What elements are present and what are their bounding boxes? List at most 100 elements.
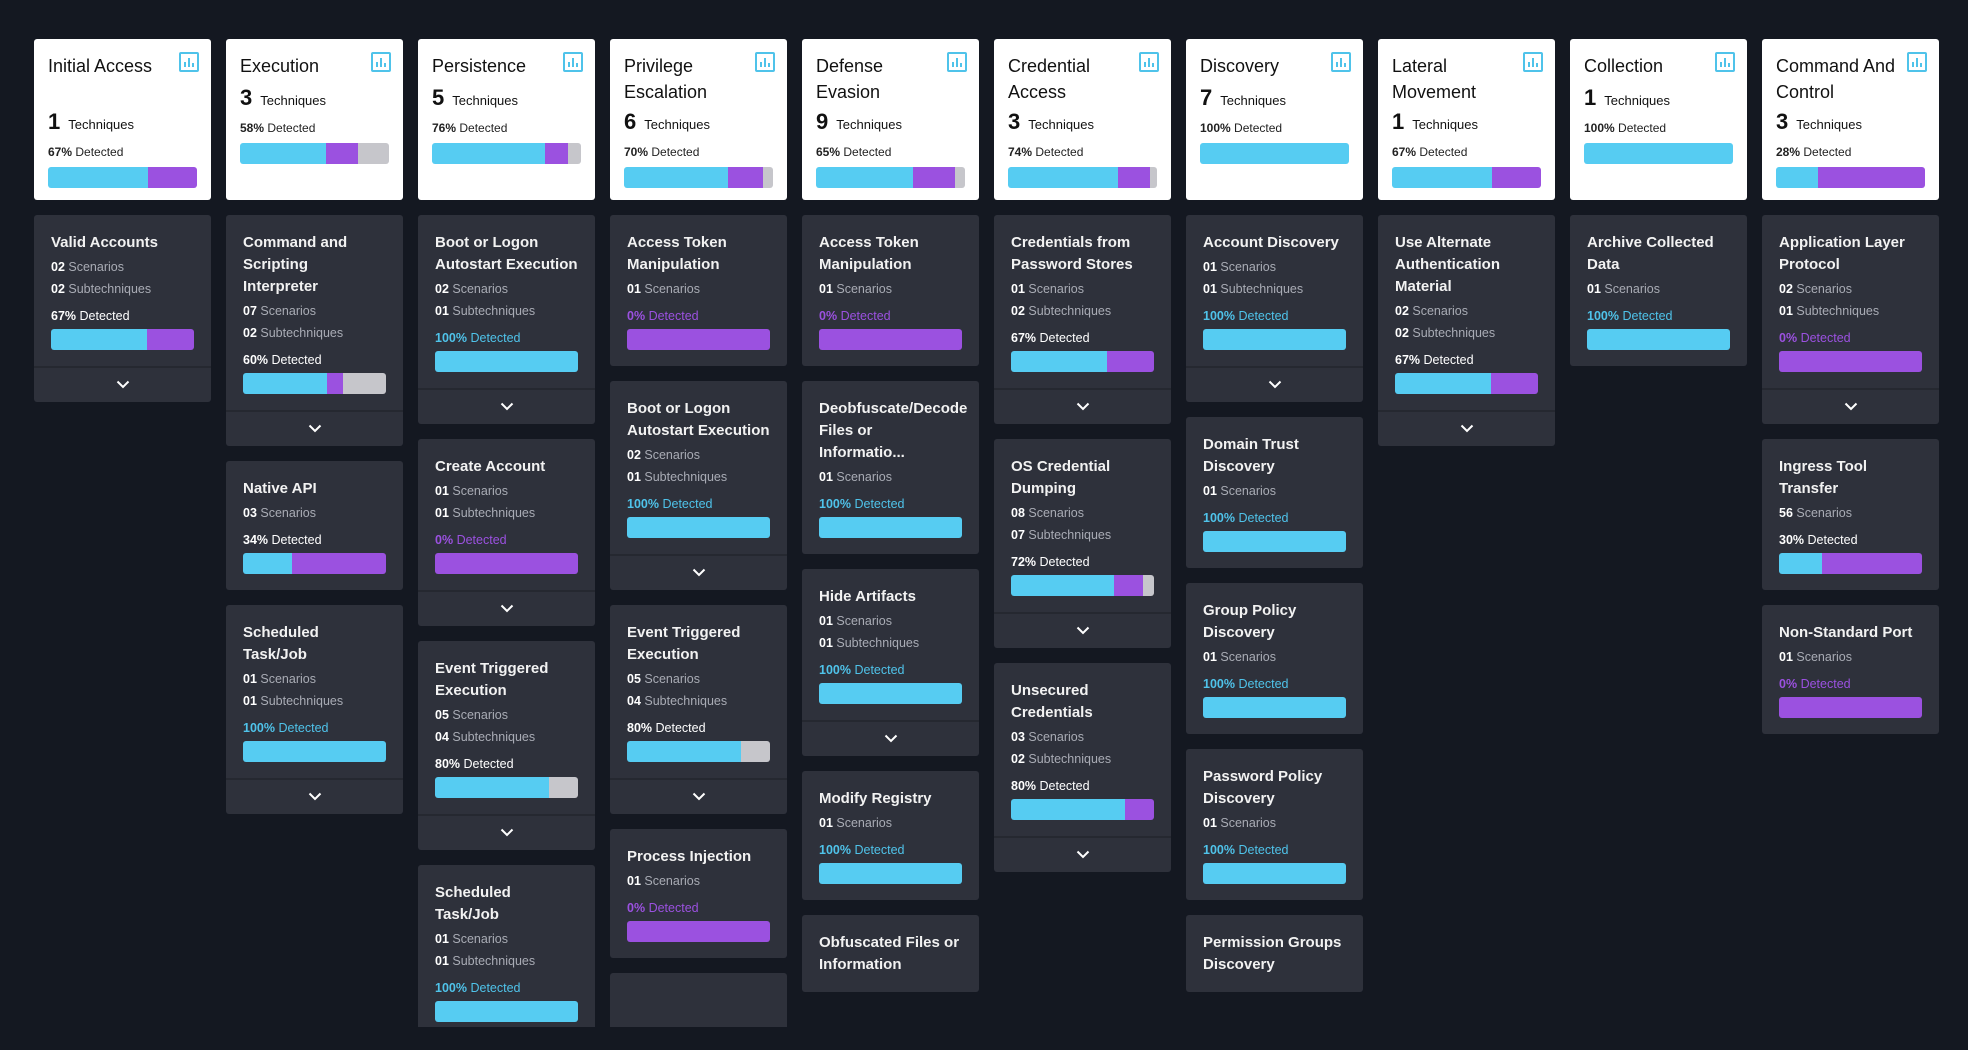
detected-summary: 67% Detected <box>1392 145 1541 159</box>
scenarios-label: Scenarios <box>452 932 508 946</box>
technique-card[interactable]: Access Token Manipulation 01 Scenarios 0% … <box>802 215 979 366</box>
technique-card[interactable]: Modify Registry 01 Scenarios 100% Detected <box>802 771 979 900</box>
technique-card[interactable]: Application Layer Protocol 02 Scenarios 01… <box>1762 215 1939 424</box>
scenarios-label: Scenarios <box>836 816 892 830</box>
technique-body: Group Policy Discovery 01 Scenarios 100% D… <box>1186 583 1363 734</box>
technique-card[interactable]: Scheduled Task/Job 01 Scenarios 01 Subtech… <box>418 865 595 1027</box>
expand-button[interactable] <box>1762 388 1939 424</box>
technique-card[interactable]: Permission Groups Discovery <box>1186 915 1363 992</box>
unknown-segment <box>1142 575 1154 596</box>
bar-chart-icon[interactable] <box>947 52 967 72</box>
bar-chart-icon[interactable] <box>1331 52 1351 72</box>
technique-name: Credentials from Password Stores <box>1011 234 1133 273</box>
technique-card[interactable]: Hide Artifacts 01 Scenarios 01 Subtechniqu… <box>802 569 979 756</box>
technique-body: Access Token Manipulation 01 Scenarios 0% … <box>802 215 979 366</box>
tactic-title: Persistence <box>432 56 527 76</box>
expand-button[interactable] <box>994 388 1171 424</box>
bar-chart-icon[interactable] <box>1139 52 1159 72</box>
detection-bar <box>627 517 770 538</box>
expand-button[interactable] <box>418 814 595 850</box>
expand-button[interactable] <box>994 836 1171 872</box>
technique-card[interactable]: Event Triggered Execution 05 Scenarios 04 … <box>610 605 787 814</box>
count-label: Techniques <box>836 117 903 132</box>
detection-bar <box>1392 167 1541 188</box>
technique-card[interactable]: Use Alternate Authentication Material 02 … <box>1378 215 1555 446</box>
technique-name: Hide Artifacts <box>819 588 916 605</box>
detected-percent: 100% <box>1203 511 1235 525</box>
technique-card[interactable]: Deobfuscate/Decode Files or Informatio..… <box>802 381 979 554</box>
detected-percent: 100% <box>1203 309 1235 323</box>
subtechniques-value: 01 <box>243 694 257 708</box>
expand-button[interactable] <box>994 612 1171 648</box>
expand-button[interactable] <box>610 778 787 814</box>
bar-chart-icon[interactable] <box>371 52 391 72</box>
detected-summary: 34% Detected <box>243 533 386 547</box>
scenarios-value: 01 <box>243 672 257 686</box>
technique-card[interactable]: Boot or Logon Autostart Execution 02 Scen… <box>610 381 787 590</box>
technique-card[interactable]: Group Policy Discovery 01 Scenarios 100% D… <box>1186 583 1363 734</box>
technique-body: Access Token Manipulation 01 Scenarios 0% … <box>610 215 787 366</box>
technique-card[interactable]: Ingress Tool Transfer 56 Scenarios 30% Det… <box>1762 439 1939 590</box>
scenarios-count: 01 Scenarios <box>819 466 962 488</box>
expand-button[interactable] <box>418 388 595 424</box>
technique-card[interactable]: Obfuscated Files or Information <box>802 915 979 992</box>
technique-name: Event Triggered Execution <box>627 624 741 663</box>
bar-chart-icon[interactable] <box>179 52 199 72</box>
technique-card[interactable]: Native API 03 Scenarios 34% Detected <box>226 461 403 590</box>
detected-label: Detected <box>648 901 699 915</box>
detection-bar <box>243 741 386 762</box>
expand-button[interactable] <box>226 778 403 814</box>
technique-card[interactable] <box>610 973 787 1027</box>
scenarios-label: Scenarios <box>260 672 316 686</box>
technique-body: Command and Scripting Interpreter 07 Scen… <box>226 215 403 410</box>
scenarios-value: 01 <box>819 614 833 628</box>
expand-button[interactable] <box>802 720 979 756</box>
technique-card[interactable]: Command and Scripting Interpreter 07 Scen… <box>226 215 403 446</box>
technique-card[interactable]: Password Policy Discovery 01 Scenarios 100… <box>1186 749 1363 900</box>
count-value: 7 <box>1200 85 1213 110</box>
tactic-title: Initial Access <box>48 56 153 76</box>
technique-card[interactable]: Archive Collected Data 01 Scenarios 100% D… <box>1570 215 1747 366</box>
scenarios-count: 01 Scenarios <box>627 870 770 892</box>
detection-bar <box>1200 143 1349 164</box>
technique-card[interactable]: Account Discovery 01 Scenarios 01 Subtechn… <box>1186 215 1363 402</box>
expand-button[interactable] <box>226 410 403 446</box>
technique-card[interactable]: Credentials from Password Stores 01 Scena… <box>994 215 1171 424</box>
detected-label: Detected <box>75 145 124 159</box>
technique-card[interactable]: Valid Accounts 02 Scenarios 02 Subtechniqu… <box>34 215 211 402</box>
scenarios-count: 03 Scenarios <box>243 502 386 524</box>
scenarios-value: 02 <box>435 282 449 296</box>
technique-card[interactable]: Scheduled Task/Job 01 Scenarios 01 Subtech… <box>226 605 403 814</box>
count-value: 5 <box>432 85 445 110</box>
expand-button[interactable] <box>1186 366 1363 402</box>
bar-chart-icon[interactable] <box>755 52 775 72</box>
technique-name: Ingress Tool Transfer <box>1779 458 1868 497</box>
technique-body: Scheduled Task/Job 01 Scenarios 01 Subtech… <box>418 865 595 1027</box>
scenarios-label: Scenarios <box>260 506 316 520</box>
technique-card[interactable]: Domain Trust Discovery 01 Scenarios 100% D… <box>1186 417 1363 568</box>
detected-segment <box>1203 697 1346 718</box>
technique-card[interactable]: Create Account 01 Scenarios 01 Subtechniqu… <box>418 439 595 626</box>
bar-chart-icon[interactable] <box>563 52 583 72</box>
expand-button[interactable] <box>1378 410 1555 446</box>
technique-card[interactable]: Unsecured Credentials 03 Scenarios 02 Subt… <box>994 663 1171 872</box>
bar-chart-icon[interactable] <box>1523 52 1543 72</box>
scenarios-value: 56 <box>1779 506 1793 520</box>
bar-chart-icon[interactable] <box>1715 52 1735 72</box>
technique-card[interactable]: Process Injection 01 Scenarios 0% Detected <box>610 829 787 958</box>
expand-button[interactable] <box>418 590 595 626</box>
scenarios-value: 08 <box>1011 506 1025 520</box>
chevron-down-icon <box>1844 398 1858 416</box>
technique-card[interactable]: Boot or Logon Autostart Execution 02 Scen… <box>418 215 595 424</box>
expand-button[interactable] <box>610 554 787 590</box>
technique-card[interactable]: Non-Standard Port 01 Scenarios 0% Detected <box>1762 605 1939 734</box>
expand-button[interactable] <box>34 366 211 402</box>
scenarios-value: 02 <box>1779 282 1793 296</box>
subtechniques-value: 01 <box>627 470 641 484</box>
scenarios-label: Scenarios <box>1604 282 1660 296</box>
technique-card[interactable]: Event Triggered Execution 05 Scenarios 04 … <box>418 641 595 850</box>
detected-segment <box>432 143 546 164</box>
technique-card[interactable]: Access Token Manipulation 01 Scenarios 0% … <box>610 215 787 366</box>
bar-chart-icon[interactable] <box>1907 52 1927 72</box>
technique-card[interactable]: OS Credential Dumping 08 Scenarios 07 Subt… <box>994 439 1171 648</box>
